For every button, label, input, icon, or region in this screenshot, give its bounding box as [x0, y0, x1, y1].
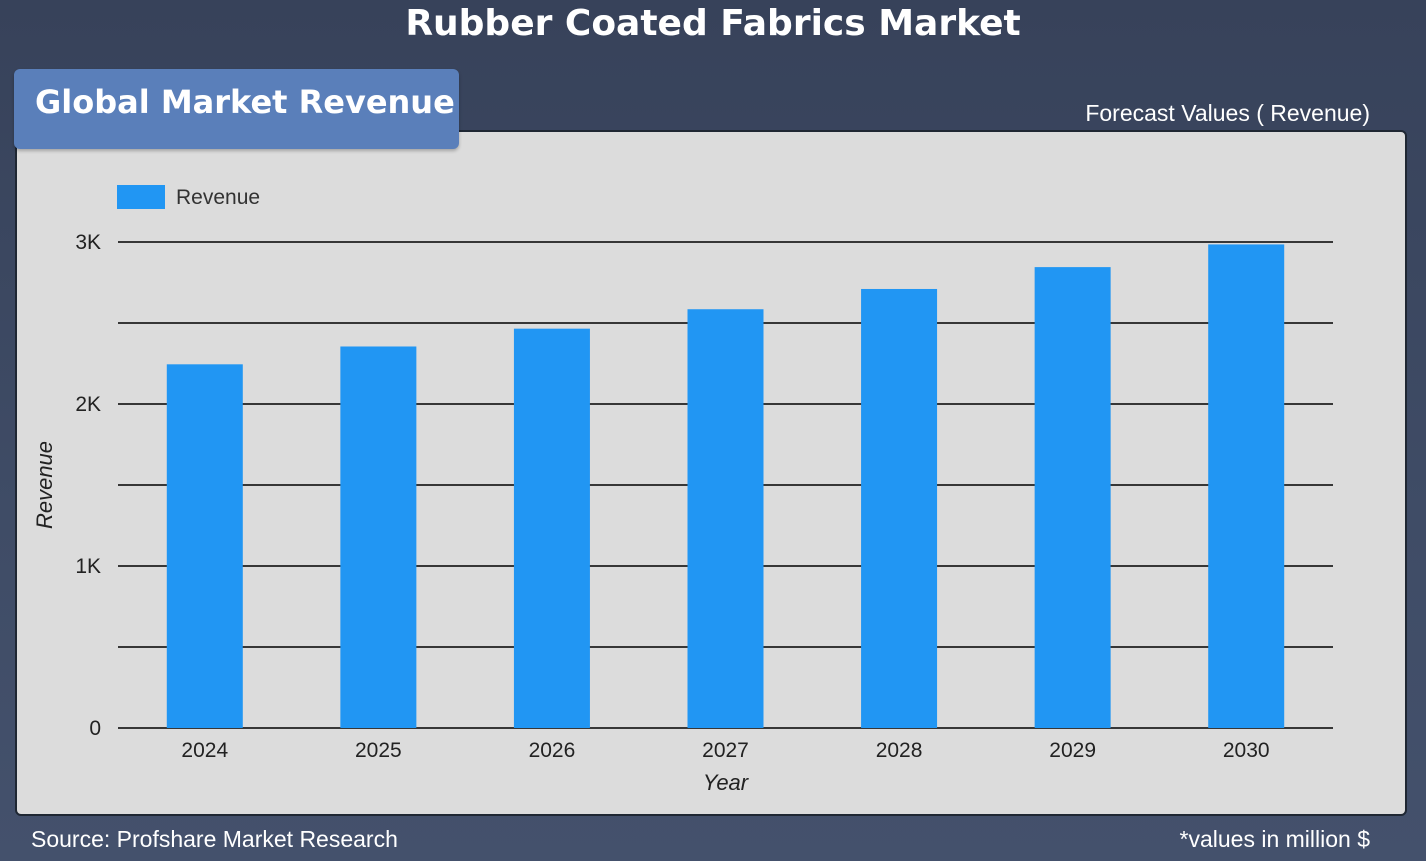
y-tick-label: 3K: [75, 231, 101, 254]
bars: [166, 244, 1285, 728]
bar-2029: [1034, 267, 1111, 728]
forecast-values-label: Forecast Values ( Revenue): [1085, 100, 1370, 126]
bar-2028: [861, 288, 938, 728]
x-tick-label: 2027: [702, 739, 749, 762]
y-tick-label: 1K: [75, 555, 101, 578]
page-title: Rubber Coated Fabrics Market: [405, 3, 1021, 44]
x-axis-title: Year: [703, 770, 750, 795]
legend: Revenue: [117, 185, 260, 209]
bar-2025: [340, 346, 417, 728]
x-tick-label: 2024: [181, 739, 228, 762]
x-tick-label: 2030: [1223, 739, 1270, 762]
y-tick-label: 0: [89, 717, 101, 740]
units-note: *values in million $: [1179, 826, 1370, 852]
bar-2026: [513, 328, 590, 728]
bar-2024: [166, 364, 243, 728]
x-tick-label: 2029: [1049, 739, 1096, 762]
x-tick-label: 2025: [355, 739, 402, 762]
source-label: Source: Profshare Market Research: [31, 826, 398, 852]
x-tick-label: 2026: [529, 739, 576, 762]
y-tick-label: 2K: [75, 393, 101, 416]
y-axis-title: Revenue: [32, 441, 57, 529]
bar-2030: [1208, 244, 1285, 728]
bar-2027: [687, 309, 764, 728]
legend-label: Revenue: [176, 186, 260, 209]
global-market-revenue-badge: Global Market Revenue: [14, 69, 459, 149]
y-tick-labels: 0 1K 2K 3K: [75, 231, 101, 740]
x-tick-label: 2028: [876, 739, 923, 762]
x-tick-labels: 2024 2025 2026 2027 2028 2029 2030: [181, 739, 1269, 762]
legend-swatch: [117, 185, 165, 209]
